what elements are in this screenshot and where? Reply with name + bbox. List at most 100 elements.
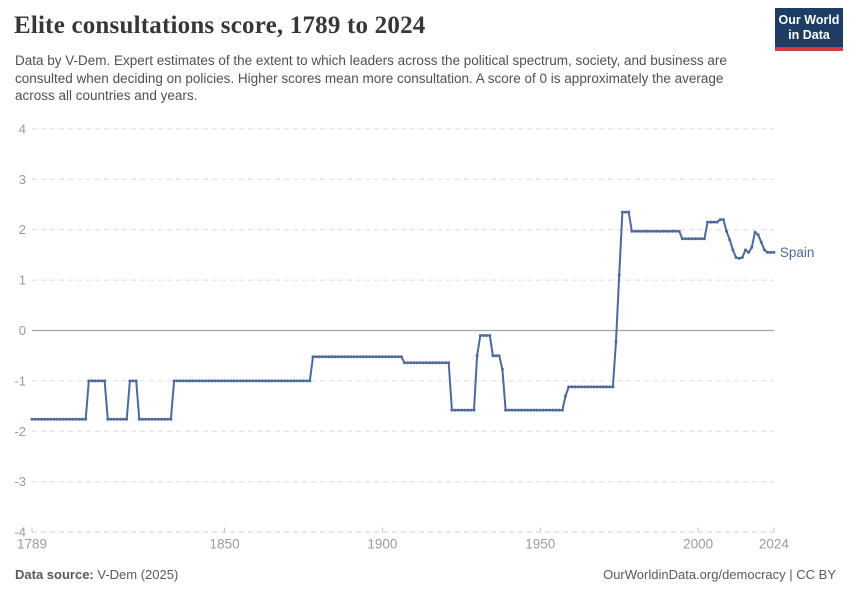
y-axis-tick-label: 3	[19, 172, 26, 187]
series-point	[358, 355, 362, 359]
series-point	[185, 379, 189, 383]
series-point	[595, 385, 599, 389]
series-point	[156, 417, 160, 421]
series-point	[100, 379, 103, 383]
series-point	[30, 417, 34, 421]
series-point	[352, 355, 356, 359]
series-point	[586, 385, 590, 389]
series-point	[422, 361, 425, 365]
series-point	[579, 385, 583, 389]
owid-url-link[interactable]: OurWorldinData.org/democracy	[603, 567, 786, 582]
series-point	[336, 355, 340, 359]
x-axis-tick-label: 1900	[367, 537, 397, 552]
series-point	[314, 355, 318, 359]
series-point	[93, 379, 97, 383]
series-point	[58, 417, 62, 421]
series-point	[753, 230, 757, 234]
series-point	[317, 355, 321, 359]
license-label: | CC BY	[785, 567, 836, 582]
series-point	[251, 379, 255, 383]
series-point	[128, 379, 132, 383]
series-point	[349, 355, 353, 359]
series-point	[687, 237, 691, 241]
series-point	[712, 220, 716, 224]
series-point	[210, 379, 214, 383]
series-point	[706, 220, 710, 224]
series-point	[106, 417, 110, 421]
series-point	[308, 379, 312, 383]
y-axis-tick-label: -2	[14, 424, 26, 439]
series-point	[292, 379, 296, 383]
series-point	[346, 355, 350, 359]
data-source-note: Data source: V-Dem (2025)	[15, 567, 178, 582]
x-axis-tick-label: 1950	[525, 537, 555, 552]
series-point	[671, 229, 675, 233]
series-point	[134, 379, 138, 383]
series-point	[188, 379, 192, 383]
series-point	[507, 408, 511, 412]
series-point	[725, 229, 728, 233]
y-axis-tick-label: -3	[14, 474, 26, 489]
series-point	[90, 379, 94, 383]
series-point	[384, 355, 388, 359]
series-point	[620, 210, 624, 214]
series-point	[762, 248, 766, 252]
series-point	[466, 408, 470, 412]
series-point	[77, 417, 81, 421]
series-point	[311, 355, 315, 359]
x-axis-tick-label: 2000	[683, 537, 713, 552]
series-point	[453, 408, 457, 412]
series-point	[766, 250, 770, 254]
series-point	[747, 250, 751, 254]
series-point	[166, 417, 170, 421]
series-point	[175, 379, 179, 383]
series-point	[513, 408, 517, 412]
series-point	[592, 385, 596, 389]
series-point	[583, 385, 586, 389]
series-point	[636, 229, 640, 233]
series-point	[639, 229, 643, 233]
series-point	[191, 379, 195, 383]
series-point	[103, 379, 107, 383]
series-point	[163, 417, 167, 421]
series-point	[721, 218, 725, 222]
series-point	[235, 379, 239, 383]
series-point	[52, 417, 56, 421]
series-point	[538, 408, 542, 412]
series-point	[355, 355, 359, 359]
y-axis-tick-label: 0	[19, 323, 26, 338]
series-point	[182, 379, 185, 383]
series-point	[74, 417, 78, 421]
series-point	[475, 354, 479, 358]
series-point	[137, 417, 141, 421]
series-point	[658, 229, 662, 233]
x-axis-tick-label: 1850	[210, 537, 240, 552]
series-point	[437, 361, 441, 365]
series-point	[551, 408, 555, 412]
series-point	[324, 355, 328, 359]
series-point	[444, 361, 448, 365]
series-point	[699, 237, 703, 241]
series-point	[737, 256, 741, 260]
series-point	[750, 245, 754, 249]
series-point	[718, 218, 722, 222]
series-point	[295, 379, 299, 383]
chart-subtitle: Data by V-Dem. Expert estimates of the e…	[15, 53, 727, 103]
series-point	[425, 361, 429, 365]
series-point	[523, 408, 526, 412]
series-point	[204, 379, 208, 383]
series-point	[62, 417, 66, 421]
y-axis-tick-label: 1	[19, 273, 26, 288]
series-point	[327, 355, 331, 359]
series-point	[213, 379, 217, 383]
series-point	[339, 355, 343, 359]
series-point	[554, 408, 558, 412]
owid-logo: Our World in Data	[775, 8, 843, 51]
series-point	[112, 417, 116, 421]
series-point	[399, 355, 403, 359]
x-axis-tick-label: 1789	[17, 537, 47, 552]
series-point	[456, 408, 460, 412]
series-point	[276, 379, 280, 383]
series-point	[576, 385, 580, 389]
